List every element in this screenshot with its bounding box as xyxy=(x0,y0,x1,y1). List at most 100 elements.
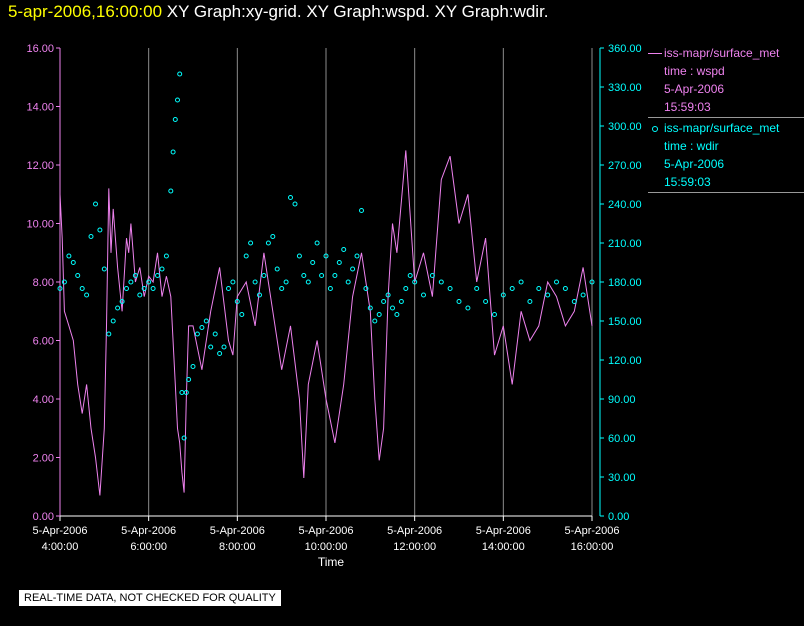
wdir-point xyxy=(97,227,103,233)
x-tick-label-time: 8:00:00 xyxy=(219,541,256,553)
right-tick-label: 150.00 xyxy=(608,316,642,328)
wdir-point xyxy=(208,344,214,350)
wdir-point xyxy=(261,273,267,278)
wdir-point xyxy=(314,240,320,246)
legend-source: iss-mapr/surface_met xyxy=(664,121,780,135)
quality-disclaimer: REAL-TIME DATA, NOT CHECKED FOR QUALITY xyxy=(18,589,282,607)
wdir-point xyxy=(447,286,453,291)
wdir-point xyxy=(257,292,262,298)
left-tick-label: 6.00 xyxy=(33,336,54,348)
wdir-point xyxy=(341,247,347,252)
wdir-point xyxy=(500,292,506,298)
wdir-point xyxy=(354,253,360,259)
axes: 5-Apr-2006 4:00:00 5-Apr-2006 6:00:00 5-Apr-… xyxy=(26,43,641,553)
right-tick-label: 330.00 xyxy=(608,82,642,94)
legend-time: 15:59:03 xyxy=(664,100,711,114)
wdir-point xyxy=(106,331,112,337)
right-tick-label: 360.00 xyxy=(608,43,642,55)
wdir-point xyxy=(527,299,533,304)
wdir-point xyxy=(179,390,185,395)
wdir-point xyxy=(159,266,165,272)
wdir-point xyxy=(190,364,196,369)
wdir-point xyxy=(394,312,400,317)
wdir-point xyxy=(66,253,72,259)
wdir-point xyxy=(163,253,169,259)
left-tick-label: 16.00 xyxy=(26,43,54,55)
wdir-point xyxy=(465,305,471,311)
wdir-point xyxy=(119,299,125,304)
wdir-point xyxy=(319,273,325,278)
wdir-point xyxy=(367,305,373,311)
x-tick-label-time: 14:00:00 xyxy=(482,541,525,553)
wdir-point xyxy=(75,273,81,278)
x-tick-label-date: 5-Apr-2006 xyxy=(298,525,353,537)
wdir-point xyxy=(226,286,231,291)
wdir-point xyxy=(199,325,205,330)
wdir-point xyxy=(398,299,404,304)
wdir-point xyxy=(509,286,515,291)
wdir-point xyxy=(128,279,134,285)
wdir-point xyxy=(327,286,333,291)
wdir-point xyxy=(474,286,480,291)
right-tick-label: 300.00 xyxy=(608,121,642,133)
wdir-point xyxy=(372,318,378,324)
wdir-point xyxy=(336,260,342,265)
right-tick-label: 120.00 xyxy=(608,355,642,367)
wdir-point xyxy=(385,292,391,298)
wdir-point xyxy=(332,273,338,278)
x-tick-label-time: 12:00:00 xyxy=(393,541,436,553)
wdir-point xyxy=(194,331,200,337)
right-tick-label: 240.00 xyxy=(608,199,642,211)
wdir-point xyxy=(239,312,245,317)
wdir-point xyxy=(79,286,85,291)
wdir-point xyxy=(101,266,107,272)
wdir-point xyxy=(221,344,227,350)
wdir-point xyxy=(310,260,316,265)
wdir-point xyxy=(421,292,426,298)
wdir-series xyxy=(57,71,595,441)
legend-entry-wdir: iss-mapr/surface_met time : wdir 5-Apr-2… xyxy=(648,119,804,193)
left-tick-label: 10.00 xyxy=(26,219,54,231)
wdir-point xyxy=(438,279,444,285)
wdir-point xyxy=(137,292,143,298)
wdir-point xyxy=(292,201,298,207)
legend-time: 15:59:03 xyxy=(664,175,711,189)
wdir-point xyxy=(483,299,489,304)
wdir-point xyxy=(124,286,129,291)
right-tick-label: 270.00 xyxy=(608,160,642,172)
legend-date: 5-Apr-2006 xyxy=(664,82,725,96)
legend-source: iss-mapr/surface_met xyxy=(664,46,780,60)
right-tick-label: 210.00 xyxy=(608,238,642,250)
wdir-point xyxy=(203,318,209,324)
header-graph-list: XY Graph:xy-grid. XY Graph:wspd. XY Grap… xyxy=(166,2,549,21)
wdir-point xyxy=(230,279,236,285)
left-tick-label: 4.00 xyxy=(33,394,54,406)
wdir-point xyxy=(234,299,240,304)
wdir-point xyxy=(170,149,176,155)
right-tick-label: 0.00 xyxy=(608,511,629,523)
x-axis-label: Time xyxy=(318,555,345,569)
wdir-point xyxy=(141,286,147,291)
x-tick-label-date: 5-Apr-2006 xyxy=(564,525,619,537)
wdir-point xyxy=(359,208,364,213)
wdir-point xyxy=(110,318,116,324)
wdir-point xyxy=(175,97,180,103)
x-tick-label-date: 5-Apr-2006 xyxy=(387,525,442,537)
x-tick-label-time: 16:00:00 xyxy=(571,541,614,553)
wdir-point xyxy=(363,286,369,291)
wdir-point xyxy=(132,273,138,278)
wdir-point xyxy=(183,390,189,395)
wdir-point xyxy=(305,279,311,285)
wdir-point xyxy=(518,279,524,285)
wdir-point xyxy=(283,279,289,285)
left-tick-label: 2.00 xyxy=(33,453,54,465)
wdir-point xyxy=(61,279,67,285)
legend-date: 5-Apr-2006 xyxy=(664,157,725,171)
wdir-point xyxy=(545,292,551,298)
wdir-point xyxy=(429,273,435,278)
circle-swatch-icon xyxy=(652,125,658,132)
chart-header: 5-apr-2006,16:00:00 XY Graph:xy-grid. XY… xyxy=(8,2,549,22)
wdir-point xyxy=(288,195,293,200)
wdir-point xyxy=(412,279,418,285)
right-tick-label: 30.00 xyxy=(608,472,636,484)
